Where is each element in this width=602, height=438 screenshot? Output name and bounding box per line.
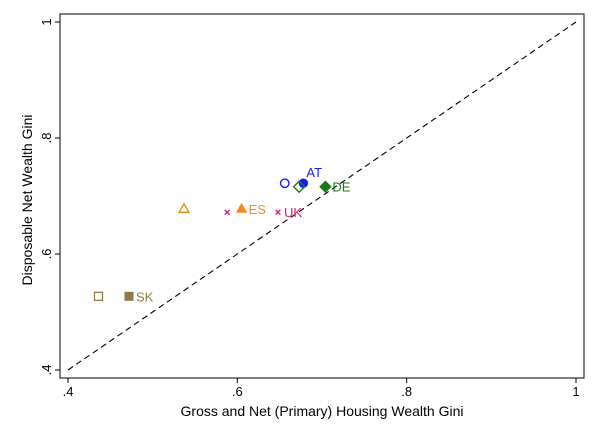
data-points [93,178,332,301]
reference-line-group [67,21,577,371]
point-label-at: AT [306,165,322,180]
point-sk-net [124,291,134,301]
point-es-gross [177,202,190,213]
y-tick-label: 1 [39,18,54,25]
y-tick-label: .4 [39,365,54,376]
point-uk-gross [224,209,231,216]
x-axis-title: Gross and Net (Primary) Housing Wealth G… [181,403,464,419]
x-tick-label: 1 [572,384,579,399]
point-at-gross [279,178,290,189]
x-tick-label: .4 [63,384,74,399]
y-axis-title: Disposable Net Wealth Gini [19,115,35,286]
x-tick-label: .8 [401,384,412,399]
point-label-es: ES [249,202,267,217]
point-uk-net-stroke-b [275,209,281,216]
plot-border [59,13,585,379]
y-tick-label: .6 [39,249,54,260]
point-sk-gross [93,291,104,301]
point-label-uk: UK [284,205,302,220]
y-axis: .4 .6 .8 1 [39,18,60,375]
point-labels: AT DE ES UK SK [136,165,351,304]
reference-line-45deg [67,21,577,371]
point-label-sk: SK [136,289,154,304]
point-es-net [235,202,248,213]
point-de-gross [292,180,306,194]
x-tick-label: .6 [232,384,243,399]
x-axis: .4 .6 .8 1 [63,378,580,399]
plot-frame [59,13,585,379]
point-de-net [319,180,332,193]
point-uk-net [275,209,281,216]
point-uk-gross-stroke-b [224,209,231,216]
y-tick-label: .8 [39,133,54,144]
point-label-de: DE [332,180,350,195]
